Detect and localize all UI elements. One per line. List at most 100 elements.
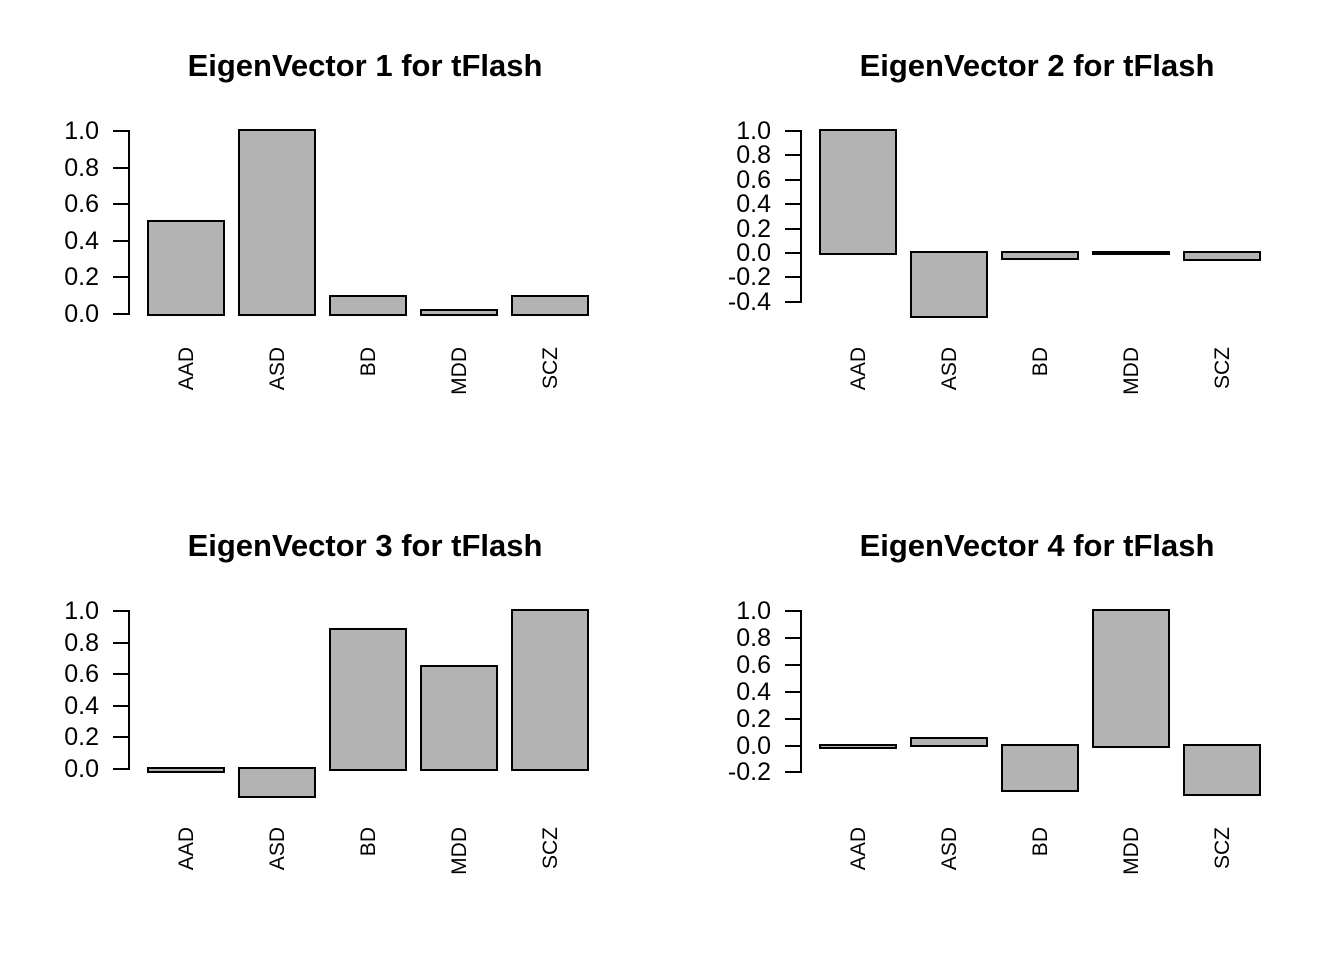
y-axis-line xyxy=(128,130,130,315)
x-category-label: AAD xyxy=(175,347,198,391)
panel-eigenvector-2: EigenVector 2 for tFlash -0.4 -0.2 0.0 0.2 0… xyxy=(672,0,1344,480)
y-tick xyxy=(785,718,800,720)
bar-SCZ xyxy=(1183,743,1261,796)
x-category-label: MDD xyxy=(1120,827,1143,875)
plot-area: -0.4 -0.2 0.0 0.2 0.4 0.6 0.8 1.0 AAD ASD BD MDD SCZ xyxy=(672,0,1344,480)
plot-area: 0.0 0.2 0.4 0.6 0.8 1.0 AAD ASD BD MDD SCZ xyxy=(0,0,672,480)
chart-title: EigenVector 3 for tFlash xyxy=(187,528,543,563)
x-category-label: BD xyxy=(1029,827,1052,857)
x-category-label: ASD xyxy=(938,827,961,871)
bar-MDD xyxy=(420,309,498,316)
y-tick-label: 0.6 xyxy=(64,190,99,218)
bar-BD xyxy=(329,294,407,316)
x-category-label: AAD xyxy=(175,827,198,871)
y-tick-label: -0.4 xyxy=(727,288,771,316)
y-tick xyxy=(113,130,128,132)
y-tick-label: 0.2 xyxy=(64,723,99,751)
y-tick xyxy=(785,130,800,132)
y-tick-label: 0.2 xyxy=(64,263,99,291)
y-tick-label: 1.0 xyxy=(736,117,771,145)
chart-title: EigenVector 4 for tFlash xyxy=(859,528,1215,563)
plot-area: 0.0 0.2 0.4 0.6 0.8 1.0 AAD ASD BD MDD SCZ xyxy=(0,480,672,960)
bar-SCZ xyxy=(511,609,589,771)
x-category-label: SCZ xyxy=(539,347,562,389)
y-axis-line xyxy=(800,130,802,303)
bar-AAD xyxy=(819,743,897,749)
y-tick-label: 0.6 xyxy=(736,651,771,679)
y-tick-label: -0.2 xyxy=(727,758,771,786)
y-tick-label: 0.8 xyxy=(64,154,99,182)
bar-BD xyxy=(1001,743,1079,792)
bar-BD xyxy=(1001,251,1079,260)
x-category-label: ASD xyxy=(938,347,961,391)
x-category-label: BD xyxy=(1029,347,1052,377)
y-tick xyxy=(113,736,128,738)
bar-ASD xyxy=(238,129,316,316)
y-tick xyxy=(785,745,800,747)
y-tick-label: 0.8 xyxy=(736,141,771,169)
x-category-label: SCZ xyxy=(1211,827,1234,869)
bar-AAD xyxy=(147,766,225,774)
y-tick-label: 0.4 xyxy=(736,678,771,706)
bar-MDD xyxy=(420,665,498,771)
x-category-label: SCZ xyxy=(539,827,562,869)
bar-BD xyxy=(329,627,407,771)
panel-eigenvector-3: EigenVector 3 for tFlash 0.0 0.2 0.4 0.6 0.8… xyxy=(0,480,672,960)
y-tick xyxy=(785,203,800,205)
y-tick xyxy=(785,252,800,254)
y-tick-label: 0.0 xyxy=(64,300,99,328)
bar-AAD xyxy=(147,219,225,316)
y-tick xyxy=(113,610,128,612)
y-tick-label: 0.4 xyxy=(64,692,99,720)
x-category-label: AAD xyxy=(847,347,870,391)
y-tick xyxy=(113,167,128,169)
y-tick xyxy=(113,313,128,315)
y-tick xyxy=(785,664,800,666)
chart-title: EigenVector 2 for tFlash xyxy=(859,48,1215,83)
y-axis-line xyxy=(128,610,130,770)
y-tick-label: 0.8 xyxy=(736,624,771,652)
y-tick xyxy=(113,240,128,242)
y-tick xyxy=(785,610,800,612)
x-category-label: MDD xyxy=(448,827,471,875)
y-tick xyxy=(785,771,800,773)
y-tick-label: 0.0 xyxy=(64,755,99,783)
bar-ASD xyxy=(238,766,316,798)
y-tick-label: 1.0 xyxy=(736,597,771,625)
y-axis-line xyxy=(800,610,802,773)
y-tick xyxy=(113,642,128,644)
x-category-label: MDD xyxy=(1120,347,1143,395)
x-category-label: SCZ xyxy=(1211,347,1234,389)
bar-ASD xyxy=(910,736,988,748)
y-tick xyxy=(113,673,128,675)
bar-ASD xyxy=(910,251,988,319)
x-category-label: BD xyxy=(357,827,380,857)
y-tick-label: 0.2 xyxy=(736,215,771,243)
x-category-label: AAD xyxy=(847,827,870,871)
y-tick-label: -0.2 xyxy=(727,263,771,291)
y-tick xyxy=(785,154,800,156)
y-tick-label: 0.2 xyxy=(736,705,771,733)
y-tick xyxy=(113,768,128,770)
y-tick xyxy=(113,203,128,205)
y-tick-label: 0.6 xyxy=(64,660,99,688)
y-tick xyxy=(785,179,800,181)
y-tick-label: 1.0 xyxy=(64,117,99,145)
panel-eigenvector-1: EigenVector 1 for tFlash 0.0 0.2 0.4 0.6 0.8… xyxy=(0,0,672,480)
y-tick-label: 0.0 xyxy=(736,239,771,267)
bar-MDD xyxy=(1092,251,1170,255)
y-tick xyxy=(785,276,800,278)
plot-area: -0.2 0.0 0.2 0.4 0.6 0.8 1.0 AAD ASD BD MDD SCZ xyxy=(672,480,1344,960)
x-category-label: ASD xyxy=(266,347,289,391)
y-tick xyxy=(785,228,800,230)
panel-eigenvector-4: EigenVector 4 for tFlash -0.2 0.0 0.2 0.4 0.… xyxy=(672,480,1344,960)
y-tick-label: 1.0 xyxy=(64,597,99,625)
y-tick xyxy=(113,276,128,278)
chart-title: EigenVector 1 for tFlash xyxy=(187,48,543,83)
y-tick-label: 0.8 xyxy=(64,629,99,657)
y-tick xyxy=(785,691,800,693)
y-tick-label: 0.4 xyxy=(64,227,99,255)
bar-SCZ xyxy=(511,294,589,316)
y-tick xyxy=(785,637,800,639)
